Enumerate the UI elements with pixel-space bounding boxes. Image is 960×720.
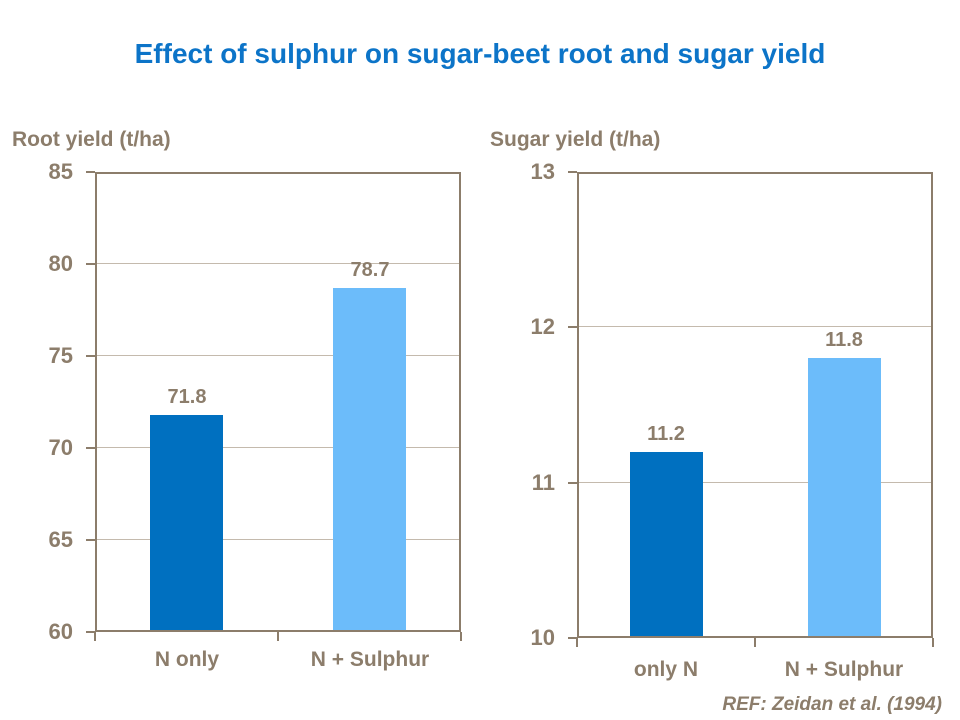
x-axis-tick — [460, 632, 462, 641]
y-axis-tick — [86, 355, 95, 357]
gridline — [95, 539, 461, 540]
y-axis-tick-label: 10 — [530, 625, 555, 650]
y-axis-tick — [86, 171, 95, 173]
y-axis-tick-label: 11 — [531, 470, 555, 495]
x-axis-label-n-sulphur: N + Sulphur — [784, 658, 904, 681]
x-axis-tick — [932, 638, 934, 647]
plot-frame — [95, 172, 461, 632]
gridline — [577, 326, 933, 327]
gridline — [95, 355, 461, 356]
bar-n-sulphur — [808, 358, 881, 637]
reference-text: REF: Zeidan et al. (1994) — [722, 694, 942, 715]
y-axis-tick-label: 65 — [48, 527, 73, 552]
bar-value-label: 11.2 — [647, 423, 685, 445]
x-axis-label-only-n: only N — [633, 658, 699, 681]
x-axis-label-n-sulphur: N + Sulphur — [310, 648, 430, 671]
y-axis-tick — [568, 482, 577, 484]
bar-value-label: 11.8 — [825, 329, 863, 351]
y-axis-tick-label: 70 — [48, 435, 73, 460]
bar-only-n — [630, 452, 703, 637]
y-axis-tick — [86, 539, 95, 541]
x-axis-tick — [576, 638, 578, 647]
gridline — [577, 482, 933, 483]
right-chart-title: Sugar yield (t/ha) — [490, 128, 661, 151]
page-title: Effect of sulphur on sugar-beet root and… — [134, 38, 826, 69]
x-axis-label-n-only: N only — [154, 648, 220, 671]
y-axis-tick-label: 13 — [530, 159, 555, 184]
y-axis-tick-label: 80 — [48, 251, 73, 276]
y-axis-tick-label: 75 — [48, 343, 73, 368]
y-axis-tick — [568, 326, 577, 328]
plot-frame — [577, 172, 933, 638]
y-axis-tick-label: 85 — [48, 159, 73, 184]
x-axis-tick — [754, 638, 756, 647]
bar-n-only — [150, 415, 223, 631]
bar-value-label: 78.7 — [350, 259, 390, 281]
y-axis-tick-label: 12 — [530, 314, 555, 339]
left-chart-title: Root yield (t/ha) — [12, 128, 171, 151]
bar-value-label: 71.8 — [167, 386, 207, 408]
y-axis-tick-label: 60 — [48, 619, 73, 644]
bar-n-sulphur — [333, 288, 406, 631]
x-axis-tick — [94, 632, 96, 641]
y-axis-tick — [86, 631, 95, 633]
gridline — [95, 263, 461, 264]
gridline — [95, 447, 461, 448]
y-axis-tick — [86, 263, 95, 265]
y-axis-tick — [568, 171, 577, 173]
y-axis-tick — [568, 637, 577, 639]
y-axis-tick — [86, 447, 95, 449]
x-axis-tick — [277, 632, 279, 641]
